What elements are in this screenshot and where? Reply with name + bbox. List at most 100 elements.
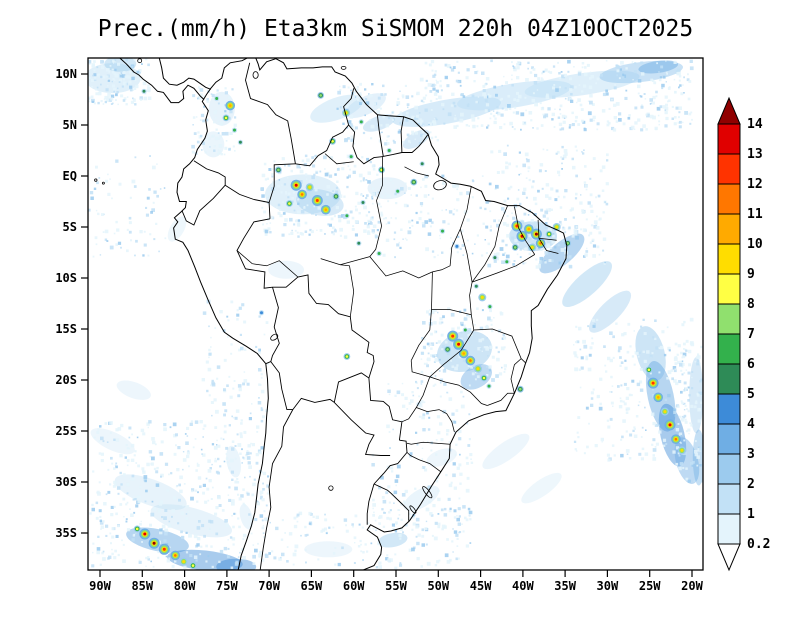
precip-speckle (346, 127, 349, 129)
precip-speckle (634, 62, 637, 65)
precip-speckle (99, 254, 102, 256)
precip-speckle (412, 522, 416, 526)
precip-speckle (220, 153, 223, 156)
precip-speckle (110, 103, 113, 105)
precip-speckle (682, 84, 684, 86)
precip-speckle (200, 545, 203, 548)
precip-speckle (88, 96, 91, 100)
precip-speckle (454, 453, 457, 456)
precip-speckle (611, 126, 615, 131)
precip-speckle (585, 406, 589, 410)
state-border (487, 392, 515, 406)
lon-tick-label: 80W (174, 579, 196, 593)
precip-speckle (683, 439, 686, 442)
precip-speckle (619, 364, 622, 367)
precip-speckle (679, 441, 681, 443)
precip-speckle (359, 82, 362, 86)
precip-speckle (606, 453, 610, 457)
precip-speckle (599, 169, 603, 173)
precip-speckle (163, 427, 167, 432)
precip-speckle (429, 309, 431, 311)
precip-cell (530, 245, 534, 249)
colorbar-label: 8 (747, 297, 755, 312)
precip-speckle (129, 508, 131, 510)
precip-speckle (481, 350, 483, 352)
precip-speckle (575, 226, 578, 228)
precip-speckle (119, 454, 123, 458)
precip-speckle (575, 341, 578, 344)
precip-speckle (157, 509, 161, 513)
precip-speckle (353, 129, 356, 132)
precip-speckle (114, 549, 117, 553)
precip-speckle (380, 124, 383, 127)
precip-speckle (213, 149, 216, 152)
precip-speckle (268, 552, 271, 555)
precip-speckle (283, 183, 287, 186)
precip-speckle (574, 197, 578, 200)
precip-speckle (99, 521, 104, 525)
precip-speckle (657, 114, 660, 117)
precip-speckle (533, 196, 537, 201)
precip-speckle (344, 138, 348, 142)
precip-speckle (109, 432, 112, 434)
precip-speckle (98, 509, 102, 513)
precip-speckle (113, 467, 116, 470)
precip-speckle (458, 531, 460, 534)
precip-speckle (460, 390, 463, 394)
precip-speckle (437, 489, 440, 492)
precip-speckle (562, 227, 566, 231)
precip-speckle (376, 110, 381, 114)
precip-speckle (263, 333, 266, 336)
precip-cell (162, 547, 166, 551)
precip-cell (451, 334, 455, 338)
precip-speckle (548, 209, 551, 212)
precip-speckle (551, 239, 556, 244)
precip-speckle (531, 98, 536, 103)
precip-cell (480, 295, 484, 299)
precip-speckle (459, 84, 462, 87)
precip-cell (143, 532, 147, 536)
precip-speckle (589, 94, 593, 98)
precip-speckle (229, 536, 233, 539)
precip-speckle (338, 194, 343, 198)
precip-speckle (124, 456, 127, 459)
precip-speckle (589, 346, 593, 350)
precip-speckle (378, 486, 382, 490)
precip-speckle (527, 166, 531, 170)
precip-speckle (438, 321, 442, 325)
precip-speckle (471, 372, 475, 376)
precip-speckle (208, 519, 212, 523)
precip-speckle (135, 462, 138, 464)
precip-speckle (499, 311, 502, 314)
precip-speckle (693, 480, 696, 482)
precip-speckle (594, 444, 598, 448)
precip-speckle (354, 220, 359, 224)
precip-speckle (699, 380, 702, 383)
precip-speckle (403, 500, 406, 503)
precip-speckle (387, 117, 391, 120)
precip-speckle (555, 88, 559, 92)
precip-speckle (428, 123, 430, 126)
precip-speckle (246, 451, 250, 456)
precip-speckle (241, 548, 244, 552)
precip-speckle (304, 154, 308, 158)
precip-speckle (668, 349, 671, 352)
precip-speckle (605, 60, 608, 62)
precip-speckle (143, 477, 147, 482)
precip-patch (304, 541, 353, 558)
precip-speckle (377, 106, 381, 109)
state-border (429, 329, 475, 378)
precip-speckle (637, 79, 642, 83)
precip-speckle (442, 104, 445, 107)
precip-speckle (583, 84, 587, 88)
precip-speckle (437, 311, 439, 314)
precip-speckle (146, 196, 150, 200)
precip-speckle (589, 204, 593, 208)
lat-tick-label: 5N (63, 118, 77, 132)
precip-speckle (434, 521, 438, 525)
precip-speckle (450, 312, 455, 317)
precip-speckle (397, 517, 400, 520)
precip-speckle (205, 118, 209, 122)
precip-speckle (664, 107, 669, 111)
precip-patch (90, 428, 135, 455)
